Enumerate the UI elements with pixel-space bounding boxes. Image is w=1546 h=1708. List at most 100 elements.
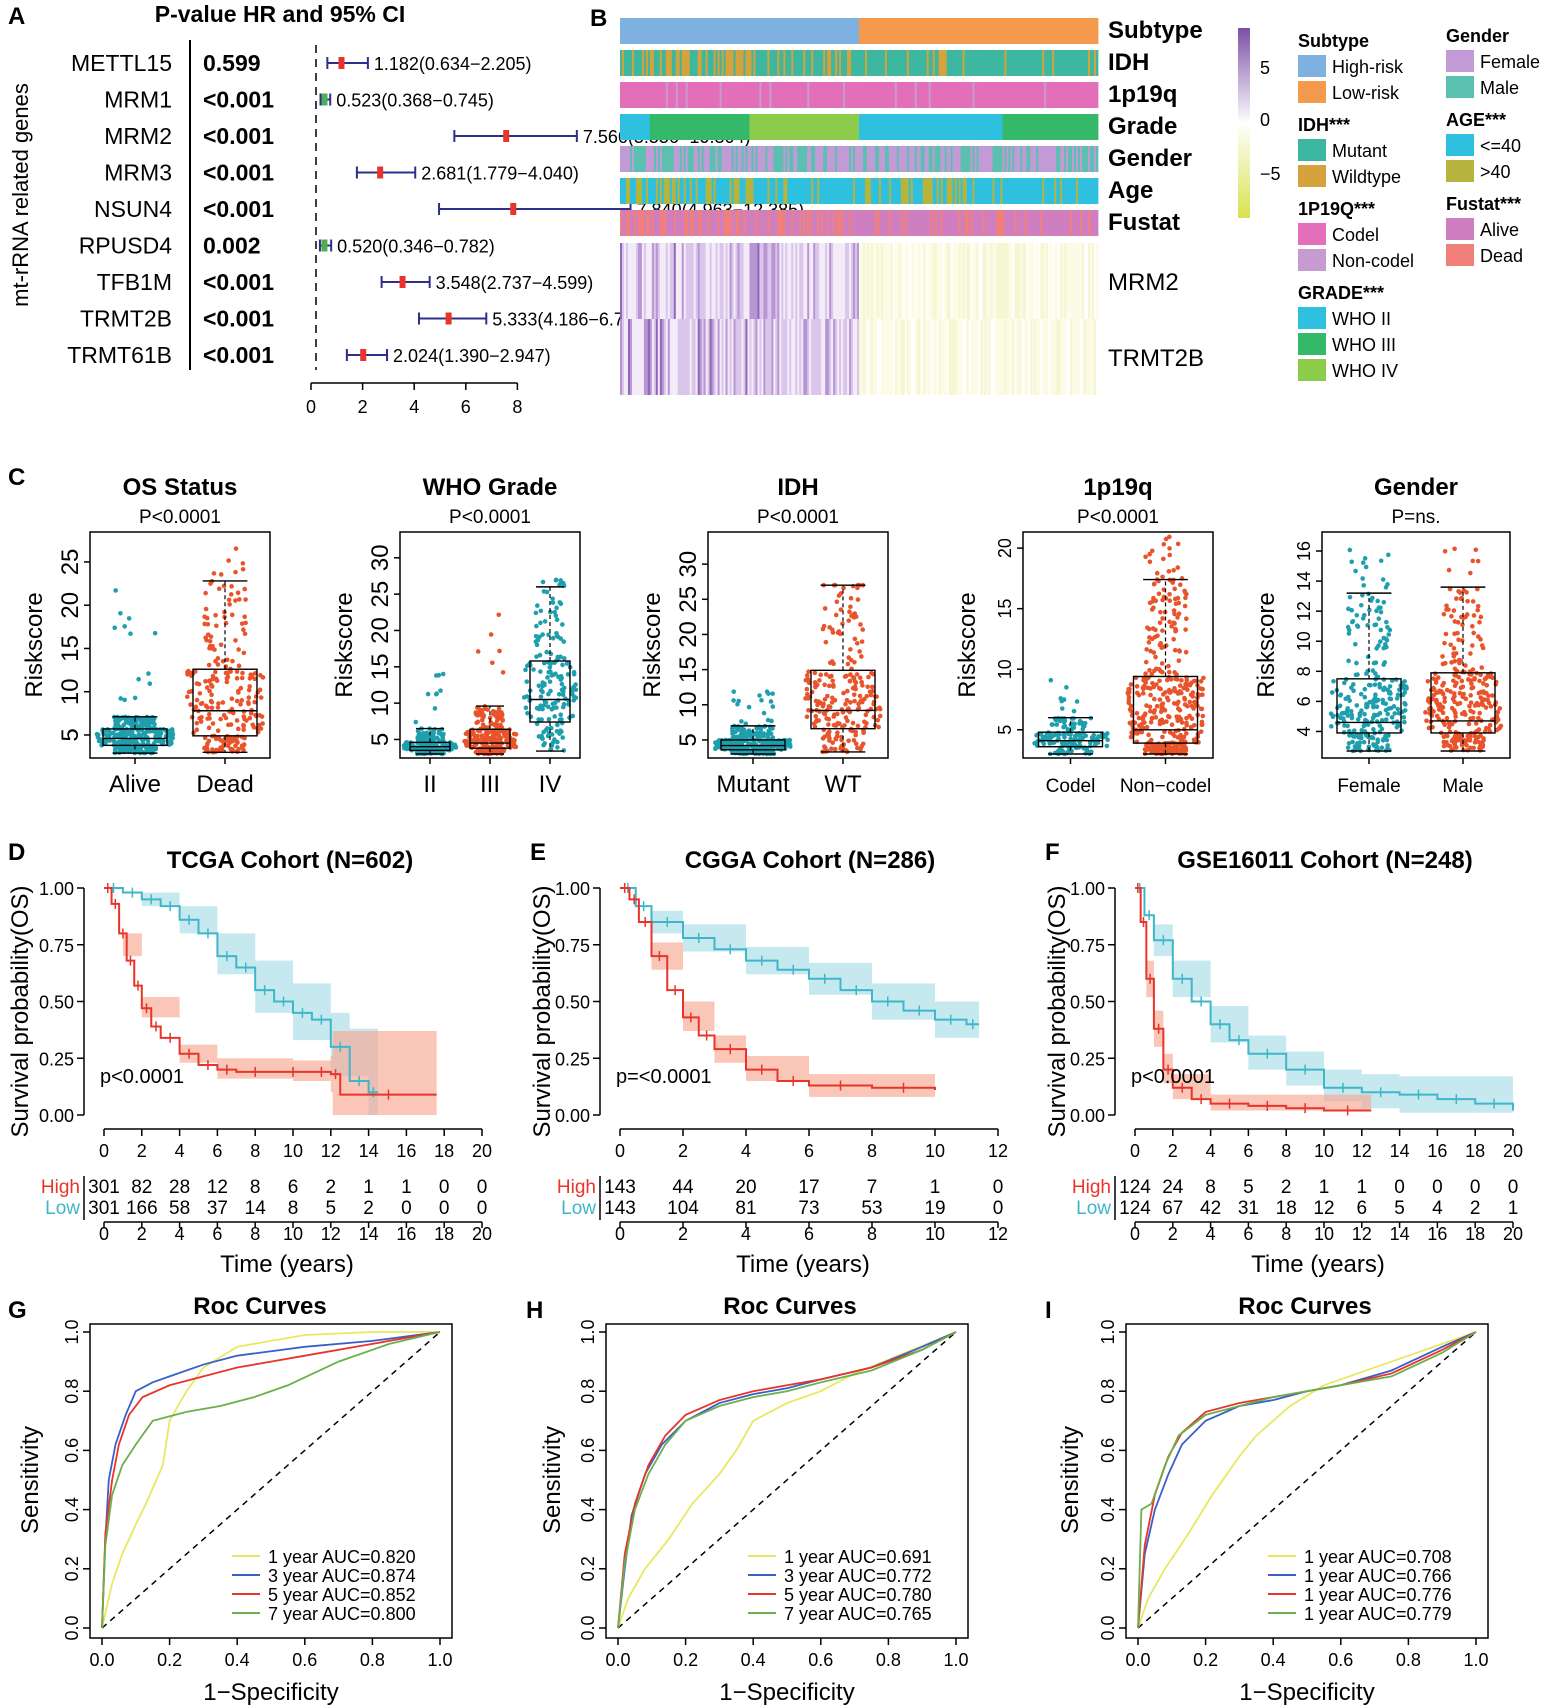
track-cell: [984, 210, 987, 236]
legend-item-label: Female: [1480, 52, 1540, 72]
expression-cell: [902, 243, 906, 319]
data-point: [716, 741, 721, 747]
track-cell: [681, 114, 685, 140]
data-point: [122, 743, 128, 749]
expression-cell: [1010, 319, 1013, 395]
data-point: [768, 731, 774, 736]
expression-cell: [954, 319, 957, 395]
track-cell: [707, 18, 711, 44]
track-cell: [681, 50, 685, 76]
x-tick-label: 4: [409, 397, 419, 417]
track-cell: [976, 210, 979, 236]
track-cell: [1056, 50, 1059, 76]
track-cell: [1074, 18, 1077, 44]
track-cell: [954, 210, 957, 236]
track-cell: [821, 114, 824, 140]
track-cell: [880, 210, 884, 236]
expression-cell: [631, 319, 635, 395]
data-point: [838, 607, 844, 612]
track-cell: [833, 146, 836, 172]
expression-cell: [759, 319, 762, 395]
track-cell: [1012, 114, 1015, 140]
track-cell: [1058, 18, 1061, 44]
track-cell: [641, 146, 645, 172]
plot-frame: [89, 531, 271, 759]
track-cell: [809, 210, 812, 236]
data-point: [475, 713, 480, 718]
track-cell: [1082, 146, 1085, 172]
track-cell: [918, 114, 922, 140]
data-point: [831, 722, 837, 728]
expression-cell: [739, 319, 742, 395]
expression-cell: [876, 319, 880, 395]
data-point: [859, 654, 864, 659]
track-cell: [980, 210, 983, 236]
track-cell: [647, 146, 651, 172]
data-point: [1156, 744, 1161, 749]
expression-cell: [773, 319, 776, 395]
data-point: [759, 732, 764, 737]
track-cell: [679, 82, 683, 108]
data-point: [1166, 663, 1171, 669]
track-cell: [707, 178, 711, 204]
expression-cell: [922, 243, 926, 319]
track-cell: [878, 210, 882, 236]
track-cell: [986, 18, 989, 44]
track-cell: [906, 82, 910, 108]
track-cell: [837, 146, 840, 172]
expression-cell: [777, 319, 780, 395]
data-point: [474, 736, 480, 741]
track-cell: [799, 178, 802, 204]
data-point: [258, 726, 264, 731]
track-cell: [964, 82, 967, 108]
data-point: [1157, 697, 1163, 702]
data-point: [1383, 717, 1389, 722]
track-cell: [697, 178, 701, 204]
track-cell: [853, 82, 856, 108]
track-cell: [1010, 210, 1013, 236]
expression-cell: [851, 319, 854, 395]
expression-cell: [1004, 243, 1007, 319]
track-cell: [1060, 114, 1063, 140]
expression-cell: [839, 243, 842, 319]
track-cell: [866, 114, 870, 140]
data-point: [545, 675, 550, 680]
track-cell: [912, 18, 916, 44]
track-cell: [739, 82, 742, 108]
track-cell: [769, 50, 772, 76]
track-cell: [629, 178, 633, 204]
track-cell: [701, 114, 705, 140]
data-point: [1151, 581, 1157, 587]
data-point: [228, 592, 234, 597]
expression-cell: [725, 319, 728, 395]
track-cell: [813, 114, 816, 140]
legend-title: 1P19Q***: [1298, 199, 1375, 219]
track-cell: [1072, 178, 1075, 204]
track-cell: [948, 114, 952, 140]
track-cell: [707, 210, 711, 236]
data-point: [152, 630, 158, 636]
track-cell: [894, 114, 898, 140]
track-cell: [1070, 210, 1073, 236]
track-cell: [948, 82, 952, 108]
track-cell: [803, 114, 806, 140]
expression-cell: [884, 319, 888, 395]
expression-cell: [992, 243, 995, 319]
track-cell: [829, 82, 832, 108]
track-cell: [769, 18, 772, 44]
track-cell: [992, 114, 995, 140]
track-cell: [1010, 50, 1013, 76]
track-cell: [675, 18, 679, 44]
y-tick-label: 20: [367, 617, 394, 644]
track-cell: [661, 178, 665, 204]
track-cell: [713, 50, 716, 76]
track-cell: [765, 146, 768, 172]
expression-cell: [757, 319, 760, 395]
data-point: [855, 723, 861, 729]
data-point: [1360, 616, 1366, 621]
track-cell: [1014, 50, 1017, 76]
data-point: [1071, 741, 1076, 746]
track-cell: [707, 50, 711, 76]
track-cell: [653, 18, 657, 44]
track-cell: [773, 50, 776, 76]
